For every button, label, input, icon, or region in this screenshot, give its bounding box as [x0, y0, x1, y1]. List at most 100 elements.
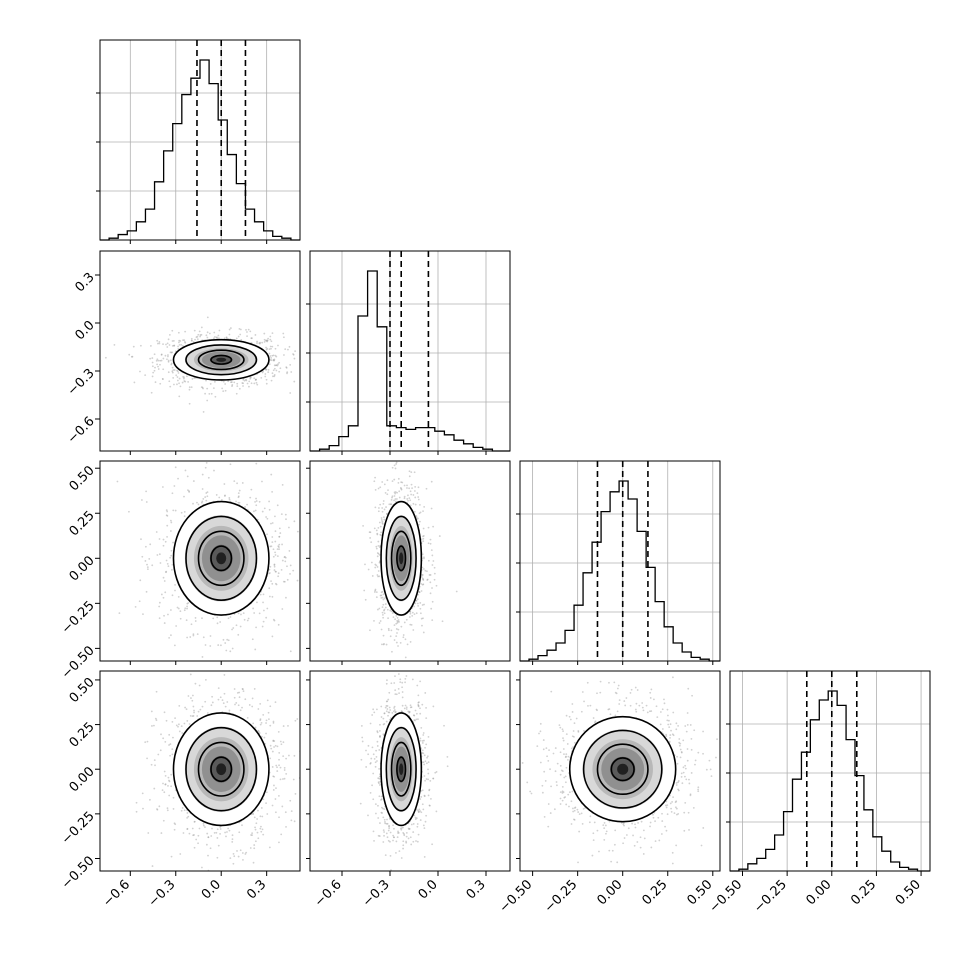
scatter-point — [411, 611, 414, 614]
scatter-point — [393, 682, 396, 684]
scatter-point — [223, 483, 226, 485]
scatter-point — [417, 811, 420, 814]
scatter-point — [378, 561, 381, 564]
scatter-point — [170, 362, 173, 365]
scatter-point — [249, 496, 252, 499]
scatter-point — [250, 337, 253, 340]
scatter-point — [235, 392, 238, 395]
scatter-point — [265, 368, 268, 371]
scatter-point — [174, 589, 176, 592]
scatter-point — [166, 514, 169, 517]
scatter-point — [265, 382, 268, 385]
scatter-point — [204, 700, 207, 703]
scatter-point — [146, 740, 149, 743]
scatter-point — [254, 509, 257, 512]
scatter-point — [262, 798, 265, 801]
scatter-point — [395, 461, 398, 464]
scatter-point — [405, 835, 408, 838]
scatter-point — [375, 547, 378, 550]
scatter-point — [281, 559, 284, 562]
scatter-point — [383, 518, 386, 521]
scatter-point — [365, 766, 368, 768]
scatter-point — [201, 386, 204, 389]
scatter-point — [420, 583, 423, 585]
scatter-point — [180, 725, 183, 728]
scatter-point — [204, 466, 207, 469]
scatter-point — [393, 464, 396, 467]
scatter-point — [237, 855, 240, 858]
scatter-point — [422, 631, 425, 634]
scatter-point — [409, 490, 412, 493]
scatter-point — [304, 584, 306, 586]
scatter-point — [167, 371, 170, 374]
scatter-point — [274, 811, 277, 814]
scatter-point — [397, 830, 399, 833]
scatter-point — [135, 801, 138, 804]
histogram-step — [310, 270, 510, 452]
scatter-point — [188, 723, 191, 725]
scatter-point — [237, 492, 240, 495]
scatter-point — [282, 778, 284, 780]
scatter-point — [382, 723, 385, 726]
scatter-point — [227, 827, 230, 830]
scatter-point — [296, 718, 299, 720]
scatter-point — [266, 340, 269, 343]
scatter-point — [160, 593, 163, 596]
scatter-point — [245, 379, 248, 382]
scatter-point — [260, 376, 263, 379]
scatter-point — [256, 340, 258, 343]
scatter-point — [247, 328, 250, 331]
scatter-point — [255, 381, 258, 384]
scatter-point — [263, 332, 266, 335]
scatter-point — [173, 344, 176, 347]
contour-line — [185, 344, 258, 376]
scatter-point — [173, 369, 176, 371]
scatter-point — [215, 336, 218, 339]
scatter-point — [238, 696, 241, 699]
scatter-point — [257, 809, 259, 812]
scatter-point — [206, 491, 209, 493]
histogram-step — [730, 690, 930, 872]
scatter-point — [401, 686, 404, 689]
scatter-point — [251, 812, 254, 815]
scatter-point — [233, 480, 236, 483]
scatter-point — [431, 587, 433, 589]
scatter-point — [380, 597, 383, 599]
scatter-point — [374, 476, 377, 479]
scatter-point — [391, 712, 394, 714]
scatter-point — [391, 650, 393, 653]
scatter-point — [414, 709, 417, 712]
scatter-point — [249, 847, 252, 849]
scatter-point — [395, 437, 397, 439]
scatter-point — [165, 571, 167, 574]
scatter-point — [219, 832, 221, 835]
scatter-point — [229, 327, 232, 329]
scatter-point — [430, 549, 433, 552]
scatter-point — [280, 743, 283, 746]
scatter-point — [396, 616, 399, 619]
scatter-point — [231, 385, 233, 387]
scatter-point — [382, 616, 385, 619]
scatter-point — [294, 792, 297, 795]
scatter-point — [402, 844, 405, 847]
scatter-point — [270, 379, 273, 382]
scatter-point — [270, 347, 272, 350]
scatter-point — [417, 701, 420, 704]
scatter-point — [202, 636, 205, 639]
scatter-point — [281, 543, 283, 546]
scatter-point — [403, 495, 406, 498]
contour-line — [197, 349, 245, 371]
scatter-point — [270, 522, 272, 525]
scatter-point — [381, 606, 384, 608]
scatter-point — [417, 703, 420, 706]
scatter-point — [172, 796, 175, 799]
scatter-point — [417, 517, 419, 520]
scatter-point — [422, 808, 425, 811]
scatter-point — [239, 709, 242, 712]
scatter-point — [132, 345, 135, 348]
scatter-point — [386, 493, 389, 496]
scatter-point — [140, 538, 142, 541]
scatter-point — [380, 795, 383, 798]
scatter-point — [423, 795, 426, 798]
scatter-point — [385, 705, 388, 707]
